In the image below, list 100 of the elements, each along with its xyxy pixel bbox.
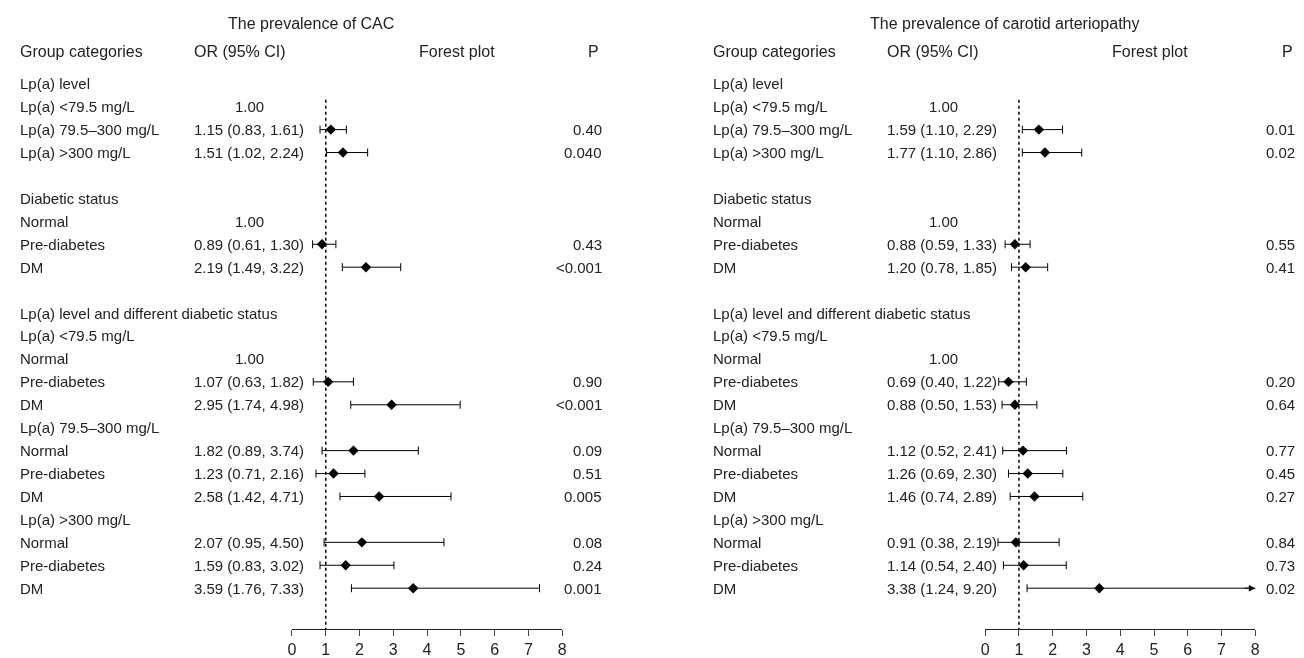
point xyxy=(325,124,337,135)
y-tick-label: Lp(a) >300 mg/L xyxy=(20,144,131,161)
y-tick-label: Diabetic status xyxy=(20,190,119,207)
y-tick-label: Lp(a) level and different diabetic status xyxy=(20,305,278,322)
text: 1.00 xyxy=(235,213,265,230)
y-tick-label: Lp(a) <79.5 mg/L xyxy=(713,327,828,344)
x-tick-label: 7 xyxy=(523,641,533,658)
point xyxy=(348,445,359,456)
data-label: 1.77 (1.10, 2.86) xyxy=(887,144,998,161)
x-tick-label: 5 xyxy=(1149,641,1159,658)
point xyxy=(386,399,397,410)
x-tick-label: 2 xyxy=(355,641,365,658)
x-tick-label: 3 xyxy=(1082,641,1092,658)
text: 1.00 xyxy=(235,98,265,115)
y-tick-label: Lp(a) <79.5 mg/L xyxy=(713,98,828,115)
text: 0.040 xyxy=(564,144,602,161)
point xyxy=(1003,376,1014,388)
text: 0.84 xyxy=(1266,534,1296,551)
y-tick-label: Normal xyxy=(20,442,69,459)
text: 0.005 xyxy=(564,488,602,505)
chart-title: The prevalence of carotid arteriopathy xyxy=(870,15,1140,32)
y-tick-label: Normal xyxy=(713,213,762,230)
point xyxy=(1022,468,1033,479)
data-label: 0.89 (0.61, 1.30) xyxy=(194,236,305,253)
x-tick-label: 6 xyxy=(1183,641,1193,658)
text: 0.64 xyxy=(1266,396,1296,413)
y-tick-label: Pre-diabetes xyxy=(20,236,106,253)
point xyxy=(340,560,351,571)
y-tick-label: Lp(a) >300 mg/L xyxy=(713,511,824,528)
point xyxy=(1094,583,1105,594)
x-tick-label: 5 xyxy=(456,641,466,658)
data-label: 1.59 (0.83, 3.02) xyxy=(194,557,305,574)
x-tick-label: 7 xyxy=(1217,641,1227,658)
data-label: 2.19 (1.49, 3.22) xyxy=(194,259,305,276)
x-tick-label: 0 xyxy=(287,641,297,658)
text: 0.24 xyxy=(573,557,603,574)
data-label: 1.46 (0.74, 2.89) xyxy=(887,488,998,505)
data-label: 1.51 (1.02, 2.24) xyxy=(194,144,305,161)
data-label: 1.14 (0.54, 2.40) xyxy=(887,557,998,574)
y-tick-label: Pre-diabetes xyxy=(20,557,106,574)
y-tick-label: Normal xyxy=(20,213,69,230)
y-tick-label: Pre-diabetes xyxy=(20,373,106,390)
text: P xyxy=(1282,43,1293,60)
y-tick-label: DM xyxy=(713,488,737,505)
text: 0.08 xyxy=(573,534,603,551)
y-tick-label: DM xyxy=(20,488,44,505)
point xyxy=(360,261,372,273)
y-tick-label: Normal xyxy=(713,442,762,459)
text: 0.02 xyxy=(1266,144,1296,161)
data-label: 1.23 (0.71, 2.16) xyxy=(194,465,305,482)
y-tick-label: Pre-diabetes xyxy=(713,557,799,574)
y-tick-label: DM xyxy=(713,259,737,276)
y-tick-label: Normal xyxy=(713,350,762,367)
y-tick-label: Lp(a) <79.5 mg/L xyxy=(20,327,135,344)
annotation: <0.001 xyxy=(556,259,603,276)
x-tick-label: 8 xyxy=(1250,641,1260,658)
text: 1.00 xyxy=(929,213,959,230)
y-tick-label: Normal xyxy=(20,350,69,367)
chart-title: The prevalence of CAC xyxy=(228,15,395,32)
x-tick-label: 2 xyxy=(1048,641,1058,658)
text: 0.001 xyxy=(564,580,602,597)
point xyxy=(337,147,349,158)
text: 0.45 xyxy=(1266,465,1296,482)
text: 0.40 xyxy=(573,121,603,138)
y-tick-label: DM xyxy=(713,580,737,597)
y-tick-label: Pre-diabetes xyxy=(713,465,799,482)
point xyxy=(322,376,334,388)
y-tick-label: Lp(a) 79.5–300 mg/L xyxy=(713,419,853,436)
x-tick-label: 4 xyxy=(422,641,432,658)
data-label: 2.07 (0.95, 4.50) xyxy=(194,534,305,551)
data-label: 3.59 (1.76, 7.33) xyxy=(194,580,305,597)
data-label: 1.20 (0.78, 1.85) xyxy=(887,259,998,276)
text: 0.90 xyxy=(573,373,603,390)
text: 0.55 xyxy=(1266,236,1296,253)
point xyxy=(408,583,419,594)
y-tick-label: Normal xyxy=(20,534,69,551)
y-tick-label: Lp(a) 79.5–300 mg/L xyxy=(713,121,853,138)
text: 0.51 xyxy=(573,465,603,482)
annotation: <0.001 xyxy=(556,396,603,413)
text: Forest plot xyxy=(1112,43,1189,60)
y-tick-label: DM xyxy=(20,580,44,597)
point xyxy=(373,491,385,502)
y-tick-label: Lp(a) 79.5–300 mg/L xyxy=(20,121,160,138)
text: 0.02 xyxy=(1266,580,1296,597)
x-tick-label: 0 xyxy=(980,641,990,658)
x-tick-label: 1 xyxy=(321,641,331,658)
data-label: 2.95 (1.74, 4.98) xyxy=(194,396,305,413)
data-label: 1.26 (0.69, 2.30) xyxy=(887,465,998,482)
point xyxy=(1009,399,1021,410)
data-label: 0.91 (0.38, 2.19) xyxy=(887,534,998,551)
text: 0.43 xyxy=(573,236,603,253)
y-tick-label: Lp(a) <79.5 mg/L xyxy=(20,98,135,115)
text: 1.00 xyxy=(929,350,959,367)
text: 0.41 xyxy=(1266,259,1296,276)
data-label: 0.88 (0.50, 1.53) xyxy=(887,396,998,413)
text: OR (95% CI) xyxy=(887,43,979,60)
point xyxy=(356,537,368,548)
y-tick-label: DM xyxy=(20,259,44,276)
text: 1.00 xyxy=(929,98,959,115)
text: P xyxy=(588,43,599,60)
